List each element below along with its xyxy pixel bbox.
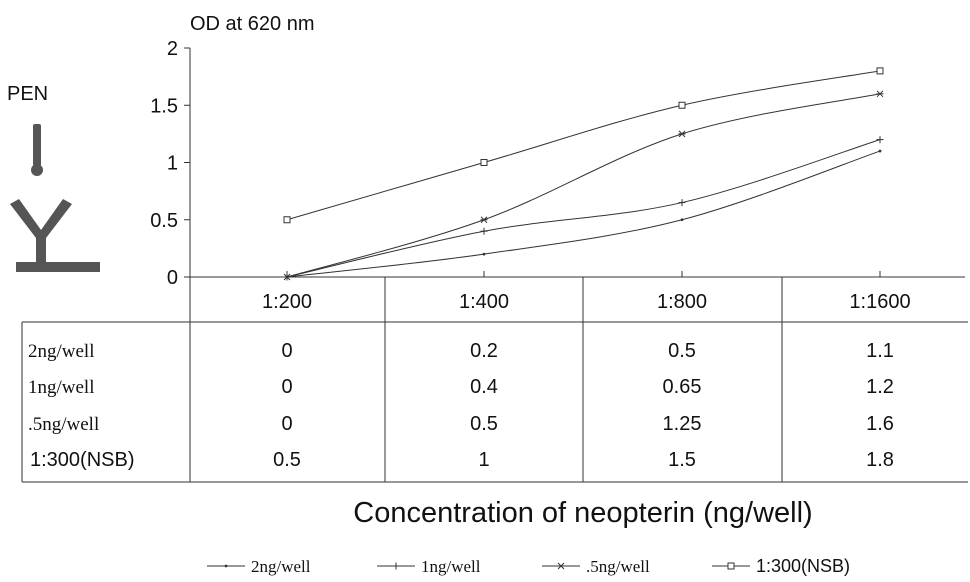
- y-axis-title: OD at 620 nm: [190, 13, 315, 35]
- legend-label: .5ng/well: [586, 557, 650, 576]
- antibody-icon: [10, 124, 100, 272]
- legend-marker-dot: [224, 564, 228, 568]
- table-cell-value: 1.1: [866, 340, 894, 362]
- table-cell-value: 1.25: [663, 413, 702, 435]
- table-cell-value: 0: [281, 413, 292, 435]
- series-line-3: [286, 93, 881, 278]
- x-tick-label: 1:200: [262, 291, 312, 313]
- data-point-square: [480, 159, 488, 166]
- table-cell-value: 0.4: [470, 376, 498, 398]
- table-cell-value: 1: [478, 449, 489, 471]
- data-point-star: [678, 130, 686, 138]
- series-line-2: [286, 139, 881, 278]
- x-tick-label: 1:1600: [849, 291, 910, 313]
- table-cell-value: 0.2: [470, 340, 498, 362]
- series-line-1: [286, 150, 881, 278]
- legend-marker-square: [727, 562, 735, 570]
- table-cell-value: 0.5: [668, 340, 696, 362]
- data-point-plus: [678, 199, 686, 207]
- data-point-square: [678, 101, 686, 109]
- data-point-square: [876, 67, 884, 75]
- data-point-dot: [482, 252, 486, 256]
- table-cell-value: 0: [281, 376, 292, 398]
- table-cell-value: 1.2: [866, 376, 894, 398]
- data-point-dot: [680, 218, 684, 222]
- side-label: PEN: [7, 83, 48, 105]
- y-tick-label: 1.5: [150, 95, 178, 117]
- data-point-plus: [480, 227, 488, 235]
- legend-label: 1:300(NSB): [756, 556, 850, 576]
- data-point-dot: [878, 149, 882, 153]
- data-point-plus: [876, 136, 884, 144]
- table-row-label: 2ng/well: [28, 341, 95, 362]
- table-cell-value: 1.5: [668, 449, 696, 471]
- legend-marker-plus: [392, 562, 400, 570]
- table-cell-value: 0.5: [470, 413, 498, 435]
- table-row-label: 1:300(NSB): [30, 449, 135, 471]
- x-tick-label: 1:400: [459, 291, 509, 313]
- data-table: [21, 277, 968, 483]
- table-cell-value: 1.8: [866, 449, 894, 471]
- legend-label: 1ng/well: [421, 557, 481, 576]
- legend-marker-star: [557, 562, 565, 570]
- series-line-4: [286, 70, 881, 221]
- y-tick-label: 0: [167, 267, 178, 289]
- legend: 2ng/well 1ng/well .5ng/well 1:300(NSB): [207, 556, 850, 576]
- table-cell-value: 0.65: [663, 376, 702, 398]
- table-row-label: 1ng/well: [28, 377, 95, 398]
- data-point-star: [283, 273, 291, 281]
- y-tick-label: 2: [167, 38, 178, 60]
- y-tick-label: 0.5: [150, 210, 178, 232]
- table-cell-value: 1.6: [866, 413, 894, 435]
- table-cell-value: 0.5: [273, 449, 301, 471]
- data-point-square: [283, 216, 291, 224]
- table-row-label: .5ng/well: [28, 414, 99, 435]
- data-point-star: [876, 90, 884, 98]
- table-cell-value: 0: [281, 340, 292, 362]
- x-axis-title: Concentration of neopterin (ng/well): [353, 497, 812, 529]
- y-tick-label: 1: [167, 153, 178, 175]
- x-tick-label: 1:800: [657, 291, 707, 313]
- legend-label: 2ng/well: [251, 557, 311, 576]
- data-point-star: [480, 216, 488, 224]
